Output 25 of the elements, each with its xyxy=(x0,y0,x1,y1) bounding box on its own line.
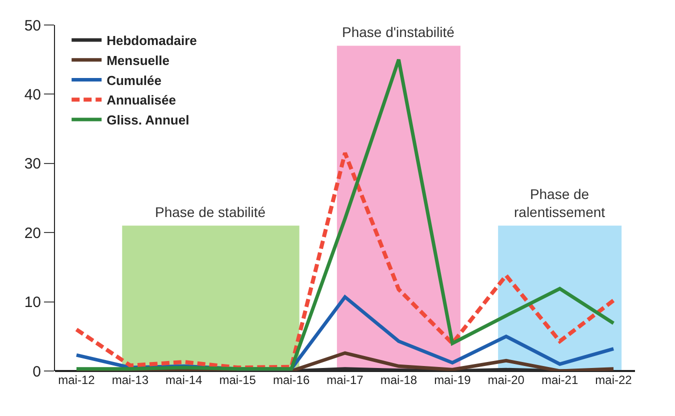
band-label: Phase de ralentissement xyxy=(514,186,606,220)
x-tick-label: mai-13 xyxy=(112,373,149,387)
x-tick-label: mai-16 xyxy=(272,373,310,387)
x-tick-label: mai-19 xyxy=(434,373,472,387)
y-tick-label: 20 xyxy=(24,224,41,242)
y-tick-label: 30 xyxy=(24,156,41,173)
band-label: Phase de stabilité xyxy=(155,204,266,220)
y-tick-label: 50 xyxy=(24,17,41,34)
y-tick-label: 40 xyxy=(24,86,41,104)
band-label: Phase d'instabilité xyxy=(342,24,455,40)
legend-label: Gliss. Annuel xyxy=(106,112,190,128)
x-tick-label: mai-12 xyxy=(58,373,96,387)
y-tick-label: 0 xyxy=(32,363,41,380)
y-tick-label: 10 xyxy=(24,294,41,312)
x-tick-label: mai-22 xyxy=(595,373,632,387)
x-tick-label: mai-17 xyxy=(326,373,364,387)
x-tick-label: mai-15 xyxy=(219,373,256,387)
legend-label: Mensuelle xyxy=(106,52,170,68)
x-tick-label: mai-14 xyxy=(166,373,203,387)
legend-label: Cumulée xyxy=(106,72,162,88)
legend-label: Hebdomadaire xyxy=(106,33,197,48)
x-tick-label: mai-18 xyxy=(380,373,418,387)
legend-label: Annualisée xyxy=(106,92,176,108)
x-tick-label: mai-20 xyxy=(488,373,525,387)
x-tick-label: mai-21 xyxy=(541,373,578,387)
